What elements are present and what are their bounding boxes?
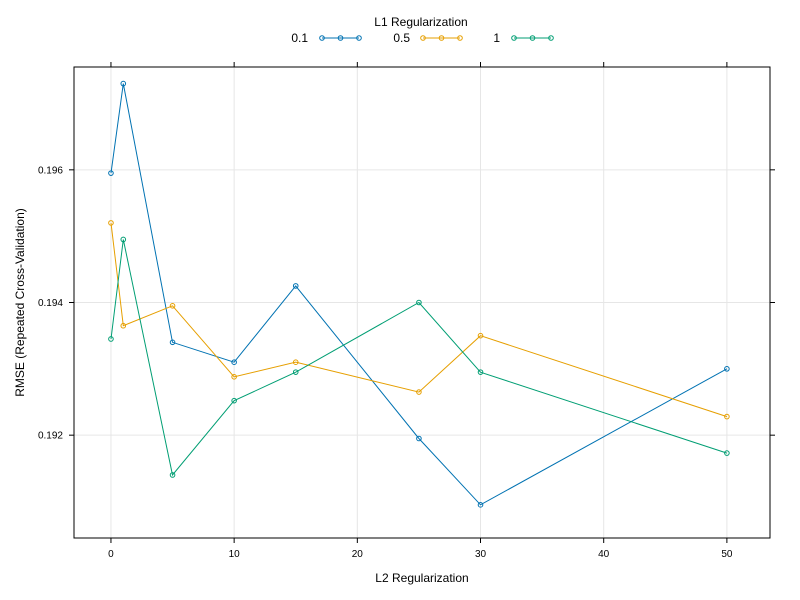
- legend-marker-0-0: [319, 35, 325, 41]
- x-tick-label-0: 0: [108, 549, 114, 560]
- data-point-2-1: [120, 236, 127, 243]
- data-point-1-4: [292, 359, 299, 366]
- x-axis-title: L2 Regularization: [375, 571, 468, 585]
- data-point-1-7: [724, 413, 730, 420]
- x-tick-label-3: 30: [475, 549, 487, 560]
- legend-marker-0-2: [356, 35, 362, 41]
- data-point-1-3: [231, 373, 237, 380]
- legend: L1 Regularization 0.1 0.5 1: [291, 15, 554, 45]
- data-point-2-4: [292, 369, 299, 375]
- x-tick-label-2: 20: [352, 549, 364, 560]
- x-tick-label-4: 40: [598, 549, 610, 560]
- data-point-0-1: [120, 80, 127, 87]
- data-point-0-6: [477, 502, 484, 508]
- legend-marker-1-2: [457, 35, 463, 41]
- legend-title: L1 Regularization: [374, 15, 467, 29]
- data-point-0-7: [724, 366, 730, 372]
- series-1: [108, 220, 730, 420]
- legend-label-0: 0.1: [291, 31, 308, 45]
- data-point-2-5: [416, 299, 422, 306]
- data-point-1-6: [477, 332, 484, 339]
- data-point-1-2: [169, 303, 176, 309]
- x-tick-label-5: 50: [721, 549, 733, 560]
- data-point-2-6: [477, 369, 484, 375]
- y-tick-label-0: 0.192: [38, 431, 63, 442]
- data-point-0-3: [231, 359, 237, 366]
- y-axis-title: RMSE (Repeated Cross-Validation): [13, 208, 27, 397]
- series-line-1: [110, 222, 728, 418]
- data-point-1-0: [108, 220, 114, 226]
- series-line-2: [110, 239, 728, 477]
- data-point-0-0: [108, 170, 114, 176]
- legend-marker-2-1: [529, 35, 536, 41]
- data-point-2-0: [108, 336, 114, 342]
- data-point-2-3: [231, 397, 237, 404]
- data-point-0-2: [169, 339, 176, 346]
- data-point-2-7: [724, 450, 730, 456]
- x-tick-label-1: 10: [229, 549, 241, 560]
- data-point-2-2: [169, 472, 176, 478]
- legend-marker-1-1: [438, 35, 445, 41]
- series-lines: [108, 80, 730, 508]
- series-0: [108, 80, 730, 508]
- legend-marker-2-0: [511, 35, 517, 41]
- legend-marker-0-1: [337, 35, 344, 41]
- legend-marker-1-0: [420, 35, 426, 41]
- series-line-0: [110, 83, 728, 506]
- legend-marker-2-2: [548, 35, 554, 41]
- legend-label-2: 1: [493, 31, 500, 45]
- data-point-1-5: [416, 389, 422, 395]
- y-tick-label-1: 0.194: [38, 298, 63, 309]
- legend-label-1: 0.5: [393, 31, 410, 45]
- data-point-0-4: [292, 283, 299, 289]
- data-point-0-5: [416, 435, 422, 442]
- series-2: [108, 236, 730, 478]
- grid-lines: [74, 67, 770, 538]
- axis-ticks: 0 10 20 30 40 50 0.192 0.194 0.196: [38, 62, 775, 560]
- data-point-1-1: [120, 322, 127, 329]
- y-tick-label-2: 0.196: [38, 165, 63, 176]
